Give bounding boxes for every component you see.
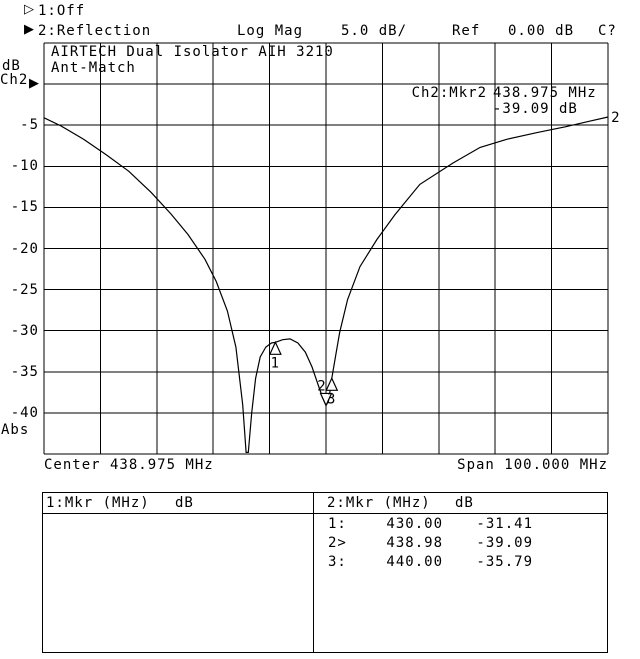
table-divider xyxy=(313,492,314,653)
marker-row-freq: 438.98 xyxy=(386,535,443,551)
reflection-trace xyxy=(43,116,609,453)
channel1-status-label: 1:Off xyxy=(38,3,86,19)
y-tick-label: -30 xyxy=(10,322,39,339)
ref-value: 0.00 dB xyxy=(508,23,575,39)
y-tick-label: -15 xyxy=(10,199,39,216)
table-border-right xyxy=(607,492,608,653)
chart-subtitle: Ant-Match xyxy=(51,60,136,76)
marker-readout-value: -39.09 dB xyxy=(493,101,578,117)
y-tick-label: -35 xyxy=(10,363,39,380)
y-tick-label: -25 xyxy=(10,281,39,298)
channel2-status-label: 2:Reflection xyxy=(38,23,152,39)
format-label: Log Mag xyxy=(237,23,304,39)
span-label: Span 100.000 MHz xyxy=(457,457,608,473)
marker-readout-freq: 438.975 MHz xyxy=(493,85,597,101)
y-tick-label: -40 xyxy=(10,404,39,421)
cal-status-label: C? xyxy=(598,23,617,39)
marker-label-2: 2 xyxy=(317,378,326,394)
marker-row-db: -31.41 xyxy=(476,516,533,532)
center-frequency-label: Center 438.975 MHz xyxy=(44,457,214,473)
y-tick-label: -20 xyxy=(10,240,39,257)
mkr2-table-header-title: 2:Mkr (MHz) xyxy=(327,495,431,511)
channel-label: Ch2 xyxy=(0,72,29,88)
y-tick-label: -10 xyxy=(10,158,39,175)
marker-row-label: 2> xyxy=(328,535,347,551)
marker-row-freq: 430.00 xyxy=(386,516,443,532)
marker-row-db: -39.09 xyxy=(476,535,533,551)
mkr1-table-header-unit: dB xyxy=(175,495,194,511)
marker-triangle-1 xyxy=(268,340,282,355)
ref-label: Ref xyxy=(452,23,481,39)
marker-row-db: -35.79 xyxy=(476,554,533,570)
marker-triangle-2 xyxy=(319,392,333,407)
y-tick-label: -5 xyxy=(20,117,39,134)
table-border-top xyxy=(42,492,608,493)
mkr2-table-header-unit: dB xyxy=(455,495,474,511)
mkr1-table-header-title: 1:Mkr (MHz) xyxy=(46,495,150,511)
ref-position-icon: ▶ xyxy=(29,76,39,91)
table-border-bottom xyxy=(42,652,608,653)
table-header-underline xyxy=(42,513,608,514)
marker-row-label: 1: xyxy=(328,516,347,532)
chart-title: AIRTECH Dual Isolator AIH 3210 xyxy=(51,44,334,60)
marker-triangle-3 xyxy=(325,376,339,391)
channel2-indicator-icon: ▶ xyxy=(24,22,34,37)
abs-label: Abs xyxy=(1,422,30,438)
marker-row-freq: 440.00 xyxy=(386,554,443,570)
trace-number-label: 2 xyxy=(611,110,620,126)
marker-readout-label: Ch2:Mkr2 xyxy=(411,85,487,101)
scale-label: 5.0 dB/ xyxy=(341,23,408,39)
marker-row-label: 3: xyxy=(328,554,347,570)
table-border-left xyxy=(42,492,43,653)
y-axis-unit-label: dB xyxy=(2,58,21,74)
marker-label-3: 3 xyxy=(327,391,336,407)
marker-label-1: 1 xyxy=(271,355,280,371)
channel1-indicator-icon: ▷ xyxy=(24,2,34,17)
